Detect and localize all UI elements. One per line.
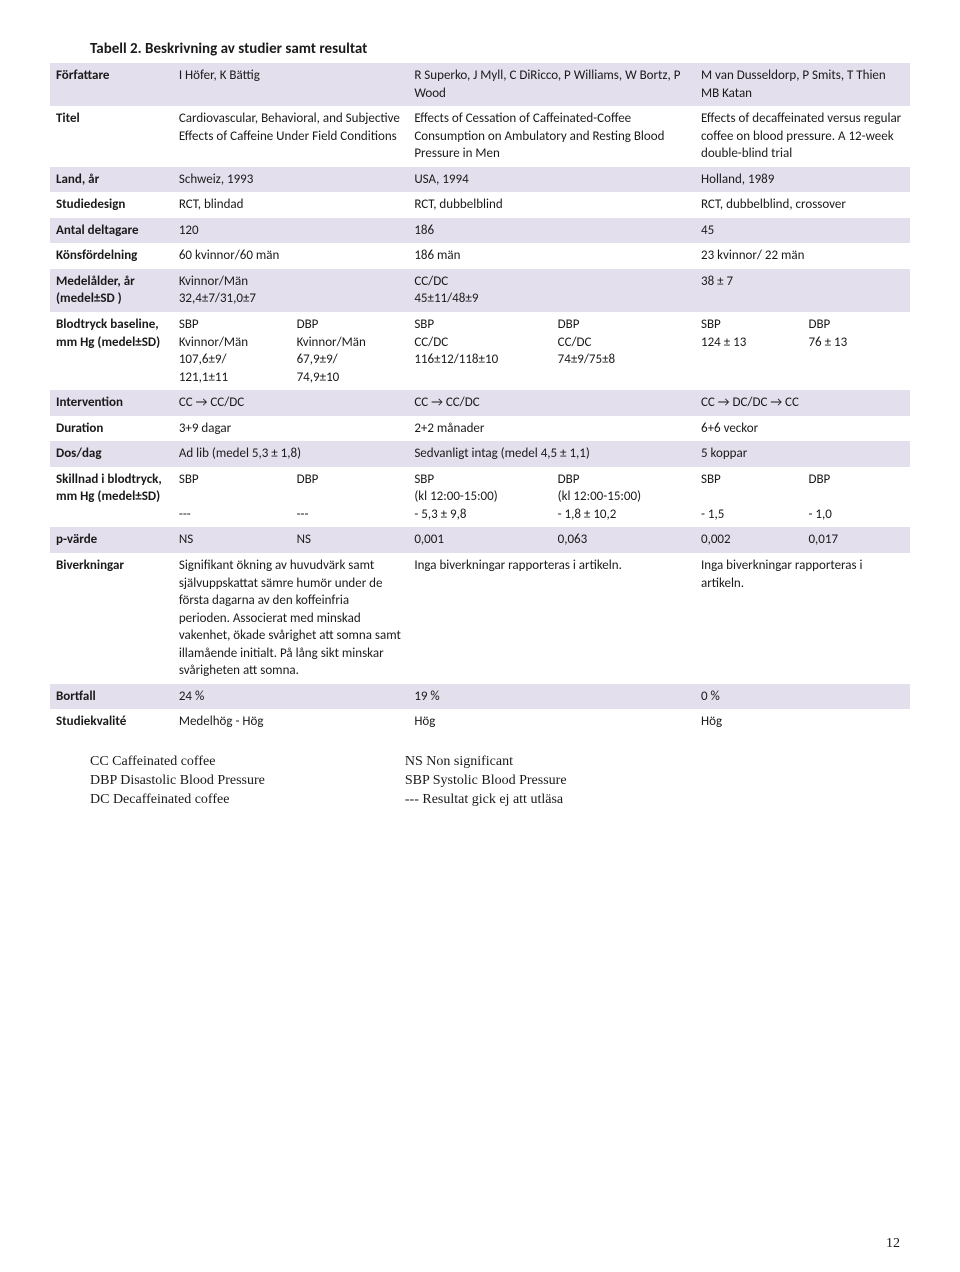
- legend-left: CC Caffeinated coffeeDBP Disastolic Bloo…: [90, 753, 265, 810]
- cell-s3-sbp: 0,002: [695, 527, 802, 553]
- cell-s1-sbp: SBPKvinnor/Män107,6±9/121,1±11: [173, 312, 291, 390]
- cell-study3: 5 koppar: [695, 441, 910, 467]
- cell-s2-dbp: 0,063: [552, 527, 695, 553]
- label: p-värde: [50, 527, 173, 553]
- label: Blodtryck baseline, mm Hg (medel±SD): [50, 312, 173, 390]
- cell-study3: CC → DC/DC → CC: [695, 390, 910, 416]
- cell-s3-dbp: DBP - 1,0: [802, 467, 910, 528]
- legend-right: NS Non significantSBP Systolic Blood Pre…: [405, 753, 567, 810]
- cell-study3: Holland, 1989: [695, 167, 910, 193]
- cell-study2: 186 män: [408, 243, 695, 269]
- label: Land, år: [50, 167, 173, 193]
- cell-study1: RCT, blindad: [173, 192, 408, 218]
- cell-study2: Effects of Cessation of Caffeinated-Coff…: [408, 106, 695, 167]
- cell-study2: 19 %: [408, 684, 695, 710]
- cell-s2-sbp: SBP(kl 12:00-15:00)- 5,3 ± 9,8: [408, 467, 551, 528]
- cell-study2: Inga biverkningar rapporteras i artikeln…: [408, 553, 695, 684]
- cell-s1-dbp: DBPKvinnor/Män67,9±9/74,9±10: [291, 312, 409, 390]
- label: Författare: [50, 63, 173, 106]
- row-pvarde: p-värde NS NS 0,001 0,063 0,002 0,017: [50, 527, 910, 553]
- row-design: Studiedesign RCT, blindad RCT, dubbelbli…: [50, 192, 910, 218]
- cell-study1: Kvinnor/Män32,4±7/31,0±7: [173, 269, 408, 312]
- cell-study3: 0 %: [695, 684, 910, 710]
- cell-s1-dbp: NS: [291, 527, 409, 553]
- label: Medelålder, år (medel±SD ): [50, 269, 173, 312]
- cell-study1: I Höfer, K Bättig: [173, 63, 408, 106]
- cell-study1: 120: [173, 218, 408, 244]
- label: Duration: [50, 416, 173, 442]
- cell-study1: Signifikant ökning av huvudvärk samt sjä…: [173, 553, 408, 684]
- cell-s3-sbp: SBP124 ± 13: [695, 312, 802, 390]
- label: Biverkningar: [50, 553, 173, 684]
- cell-study1: Ad lib (medel 5,3 ± 1,8): [173, 441, 408, 467]
- label: Dos/dag: [50, 441, 173, 467]
- cell-study2: USA, 1994: [408, 167, 695, 193]
- cell-study3: M van Dusseldorp, P Smits, T Thien MB Ka…: [695, 63, 910, 106]
- row-titel: Titel Cardiovascular, Behavioral, and Su…: [50, 106, 910, 167]
- cell-study2: R Superko, J Myll, C DiRicco, P Williams…: [408, 63, 695, 106]
- cell-study2: Hög: [408, 709, 695, 735]
- cell-s1-sbp: NS: [173, 527, 291, 553]
- label: Intervention: [50, 390, 173, 416]
- row-skillnad: Skillnad i blodtryck, mm Hg (medel±SD) S…: [50, 467, 910, 528]
- row-kvalite: Studiekvalité Medelhög - Hög Hög Hög: [50, 709, 910, 735]
- cell-study2: CC → CC/DC: [408, 390, 695, 416]
- cell-study3: 38 ± 7: [695, 269, 910, 312]
- cell-s2-sbp: SBPCC/DC116±12/118±10: [408, 312, 551, 390]
- cell-s3-dbp: DBP76 ± 13: [802, 312, 910, 390]
- cell-study2: 2+2 månader: [408, 416, 695, 442]
- cell-study2: 186: [408, 218, 695, 244]
- cell-s1-dbp: DBP ---: [291, 467, 409, 528]
- row-kons: Könsfördelning 60 kvinnor/60 män 186 män…: [50, 243, 910, 269]
- row-antal: Antal deltagare 120 186 45: [50, 218, 910, 244]
- label: Studiedesign: [50, 192, 173, 218]
- cell-study3: Inga biverkningar rapporteras i artikeln…: [695, 553, 910, 684]
- row-bortfall: Bortfall 24 % 19 % 0 %: [50, 684, 910, 710]
- row-dos: Dos/dag Ad lib (medel 5,3 ± 1,8) Sedvanl…: [50, 441, 910, 467]
- table-title: Tabell 2. Beskrivning av studier samt re…: [90, 40, 910, 58]
- cell-study1: Medelhög - Hög: [173, 709, 408, 735]
- label: Titel: [50, 106, 173, 167]
- cell-s2-dbp: DBP(kl 12:00-15:00)- 1,8 ± 10,2: [552, 467, 695, 528]
- cell-study3: Hög: [695, 709, 910, 735]
- cell-study3: Effects of decaffeinated versus regular …: [695, 106, 910, 167]
- cell-study3: 23 kvinnor/ 22 män: [695, 243, 910, 269]
- row-alder: Medelålder, år (medel±SD ) Kvinnor/Män32…: [50, 269, 910, 312]
- row-biverkningar: Biverkningar Signifikant ökning av huvud…: [50, 553, 910, 684]
- row-intervention: Intervention CC → CC/DC CC → CC/DC CC → …: [50, 390, 910, 416]
- cell-s2-dbp: DBPCC/DC74±9/75±8: [552, 312, 695, 390]
- row-forfattare: Författare I Höfer, K Bättig R Superko, …: [50, 63, 910, 106]
- row-duration: Duration 3+9 dagar 2+2 månader 6+6 vecko…: [50, 416, 910, 442]
- cell-s2-sbp: 0,001: [408, 527, 551, 553]
- cell-study1: Schweiz, 1993: [173, 167, 408, 193]
- cell-study1: 60 kvinnor/60 män: [173, 243, 408, 269]
- cell-s3-dbp: 0,017: [802, 527, 910, 553]
- page-number: 12: [886, 1236, 900, 1252]
- cell-study1: Cardiovascular, Behavioral, and Subjecti…: [173, 106, 408, 167]
- row-baseline: Blodtryck baseline, mm Hg (medel±SD) SBP…: [50, 312, 910, 390]
- label: Könsfördelning: [50, 243, 173, 269]
- label: Studiekvalité: [50, 709, 173, 735]
- legend: CC Caffeinated coffeeDBP Disastolic Bloo…: [90, 753, 910, 810]
- cell-study2: RCT, dubbelblind: [408, 192, 695, 218]
- cell-study1: 3+9 dagar: [173, 416, 408, 442]
- label: Skillnad i blodtryck, mm Hg (medel±SD): [50, 467, 173, 528]
- cell-study3: RCT, dubbelblind, crossover: [695, 192, 910, 218]
- cell-s3-sbp: SBP - 1,5: [695, 467, 802, 528]
- cell-study1: 24 %: [173, 684, 408, 710]
- cell-study2: Sedvanligt intag (medel 4,5 ± 1,1): [408, 441, 695, 467]
- cell-study1: CC → CC/DC: [173, 390, 408, 416]
- label: Bortfall: [50, 684, 173, 710]
- row-land: Land, år Schweiz, 1993 USA, 1994 Holland…: [50, 167, 910, 193]
- cell-study2: CC/DC45±11/48±9: [408, 269, 695, 312]
- label: Antal deltagare: [50, 218, 173, 244]
- cell-study3: 45: [695, 218, 910, 244]
- cell-study3: 6+6 veckor: [695, 416, 910, 442]
- study-table: Författare I Höfer, K Bättig R Superko, …: [50, 63, 910, 735]
- cell-s1-sbp: SBP ---: [173, 467, 291, 528]
